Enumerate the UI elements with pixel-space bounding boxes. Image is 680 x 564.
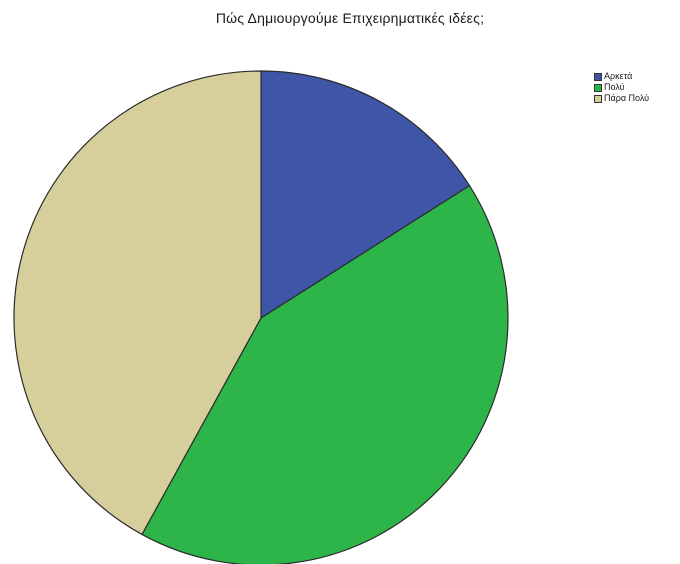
chart-title: Πώς Δημιουργούμε Επιχειρηματικές ιδέες;	[215, 10, 485, 26]
legend-item: Πολύ	[594, 82, 649, 93]
legend-item: Αρκετά	[594, 71, 649, 82]
legend-label: Πάρα Πολύ	[604, 93, 650, 103]
legend-swatch	[594, 72, 602, 81]
legend-swatch	[594, 83, 602, 92]
pie-slice	[260, 70, 471, 320]
pie-slices	[13, 70, 509, 564]
legend-label: Αρκετά	[604, 71, 633, 81]
legend-item: Πάρα Πολύ	[594, 93, 649, 104]
legend-swatch	[594, 94, 602, 103]
legend-label: Πολύ	[604, 82, 625, 92]
pie-slice	[141, 184, 509, 564]
legend: Αρκετά Πολύ Πάρα Πολύ	[594, 71, 649, 104]
pie-slice	[13, 70, 262, 536]
